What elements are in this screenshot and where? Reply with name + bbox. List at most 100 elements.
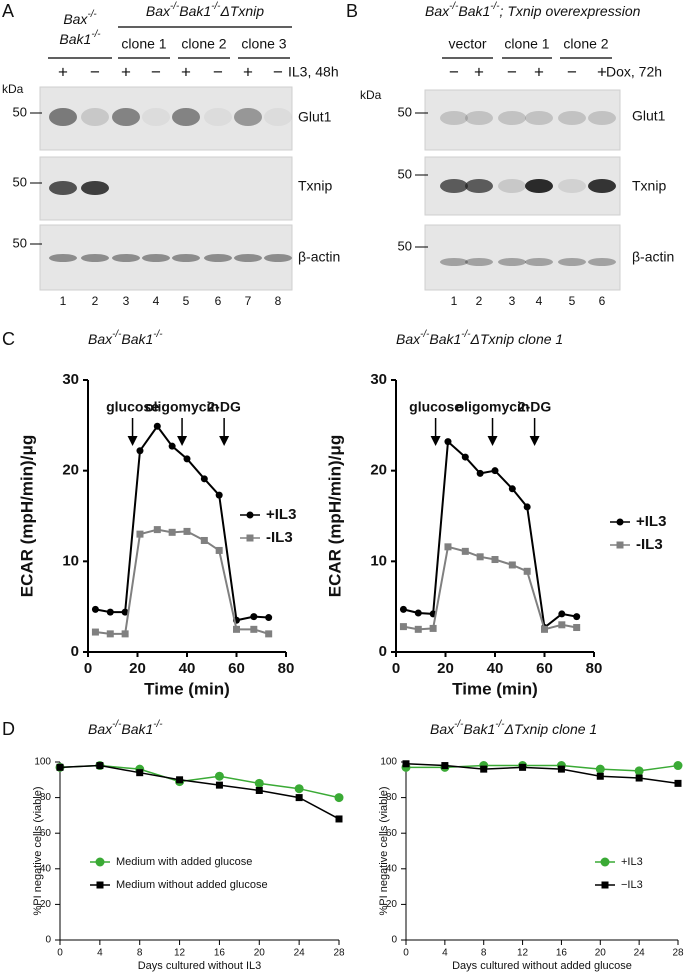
superscript: -/- [211,1,221,12]
lane-number: 5 [183,294,190,308]
marker [595,764,605,774]
marker-label: 50 [398,166,412,181]
heading: Bax-/-Bak1-/- [88,719,163,737]
marker-label: 50 [13,235,27,250]
treatment-label: Dox, 72h [606,64,662,80]
blot-band [264,108,292,126]
marker [476,469,484,477]
superscript: -/- [170,1,180,12]
marker [491,467,499,475]
marker [634,766,644,776]
blot-band [440,179,468,193]
treatment-label: IL3, 48h [288,64,339,80]
blot-band [264,254,292,262]
marker [461,547,469,555]
marker [399,623,407,631]
kda-label: kDa [2,82,24,96]
marker [573,613,581,621]
heading: Bax-/-Bak1-/-; Txnip overexpression [425,1,641,19]
annotation: oligomycin [145,399,219,415]
blot-band [234,108,262,126]
legend-label: −IL3 [621,879,643,891]
text-part: ΔTxnip [219,3,264,19]
y-tick-label: 60 [386,828,398,839]
marker [121,630,129,638]
legend-marker [616,541,624,549]
superscript: -/- [153,329,163,340]
marker [91,605,99,613]
y-tick-label: 30 [370,371,387,388]
x-tick-label: 20 [595,948,607,959]
legend-marker [616,518,624,526]
group-label: clone 1 [121,36,166,52]
superscript: -/- [420,329,430,340]
marker [476,553,484,561]
lane-number: 1 [60,294,67,308]
marker [523,503,531,511]
group-label: clone 1 [504,36,549,52]
treatment-sign: − [507,62,517,81]
blot-band [558,111,586,125]
legend-marker [600,857,610,867]
marker [480,765,488,773]
y-tick-label: 0 [391,935,397,946]
marker [153,526,161,534]
blot-band [588,258,616,266]
group-label: clone 3 [241,36,286,52]
treatment-sign: − [90,62,100,81]
marker [444,438,452,446]
x-tick-label: 8 [481,948,487,959]
annotation: glucose [409,399,462,415]
row-label: β-actin [298,249,340,265]
y-tick-label: 80 [40,792,52,803]
marker [519,763,527,771]
blot-band [498,111,526,125]
blot-band [204,108,232,126]
y-tick-label: 20 [40,899,52,910]
marker [414,609,422,617]
x-tick-label: 80 [278,660,295,677]
series-line [59,764,340,799]
x-tick-label: 0 [84,660,92,677]
marker [56,763,64,771]
marker [215,491,223,499]
treatment-sign: + [597,62,607,81]
marker [429,624,437,632]
blot-membrane [39,86,293,151]
arrow-head [487,436,498,446]
x-tick-label: 24 [294,948,306,959]
marker [136,447,144,455]
legend-marker [246,534,254,542]
lane-number: 5 [569,294,576,308]
series-line [405,763,679,785]
y-tick-label: 40 [386,863,398,874]
x-axis-label: Days cultured without added glucose [452,960,632,972]
series-line [95,424,269,622]
marker [183,527,191,535]
text-part: Bax [425,3,450,19]
annotation: oligomycin [456,399,530,415]
marker [673,761,683,771]
lane-number: 2 [92,294,99,308]
marker [254,778,264,788]
marker [295,794,303,802]
marker-label: 50 [398,238,412,253]
row-label: Glut1 [298,109,332,125]
y-tick-label: 20 [370,462,387,479]
blot-band [112,254,140,262]
blot-band [588,179,616,193]
lane-number: 2 [476,294,483,308]
legend-label: +IL3 [266,506,296,523]
lane-number: 8 [275,294,282,308]
marker [233,625,240,633]
x-tick-label: 4 [97,948,103,959]
blot-band [204,254,232,262]
x-tick-label: 28 [672,948,684,959]
x-tick-label: 8 [137,948,143,959]
series-line [406,764,679,772]
arrow-head [177,436,188,446]
blot-band [142,108,170,126]
marker [335,815,343,823]
treatment-sign: + [474,62,484,81]
marker [215,546,223,554]
